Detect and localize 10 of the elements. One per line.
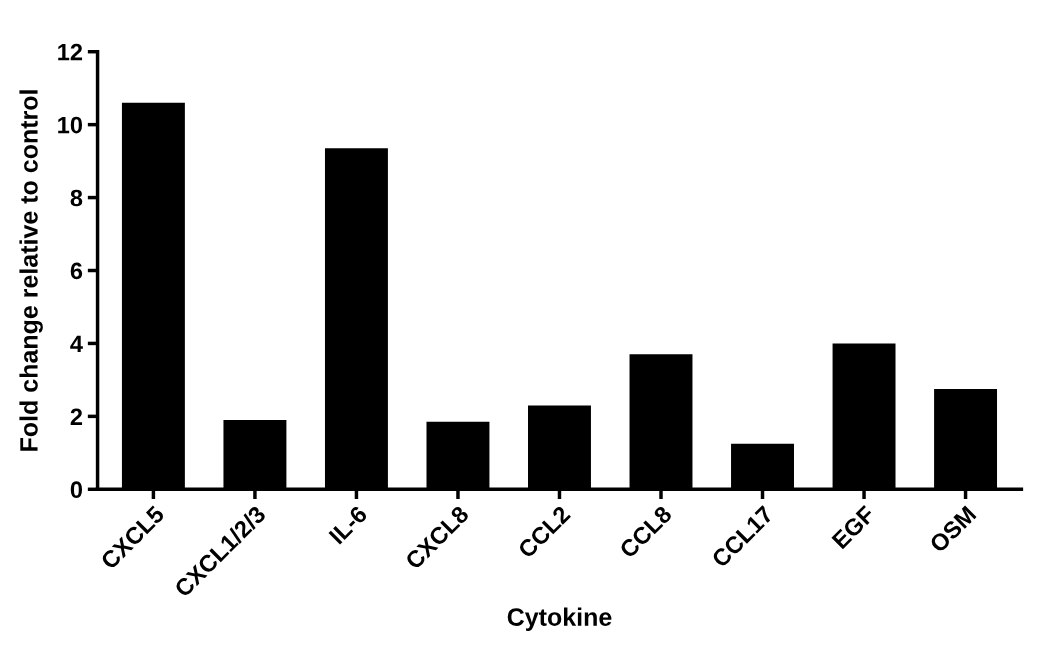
y-tick-label: 8 <box>70 189 83 207</box>
x-tick-label: IL-6 <box>328 504 369 545</box>
y-tick-label: 12 <box>58 43 83 61</box>
x-axis-title: Cytokine <box>507 607 612 631</box>
y-tick-label: 6 <box>70 262 83 280</box>
y-axis-title: Fold change relative to control <box>19 90 43 451</box>
y-tick-label: 0 <box>70 481 83 499</box>
y-tick-label: 4 <box>70 335 83 352</box>
y-tick-label: 2 <box>70 408 83 425</box>
y-tick-label: 10 <box>58 116 83 134</box>
